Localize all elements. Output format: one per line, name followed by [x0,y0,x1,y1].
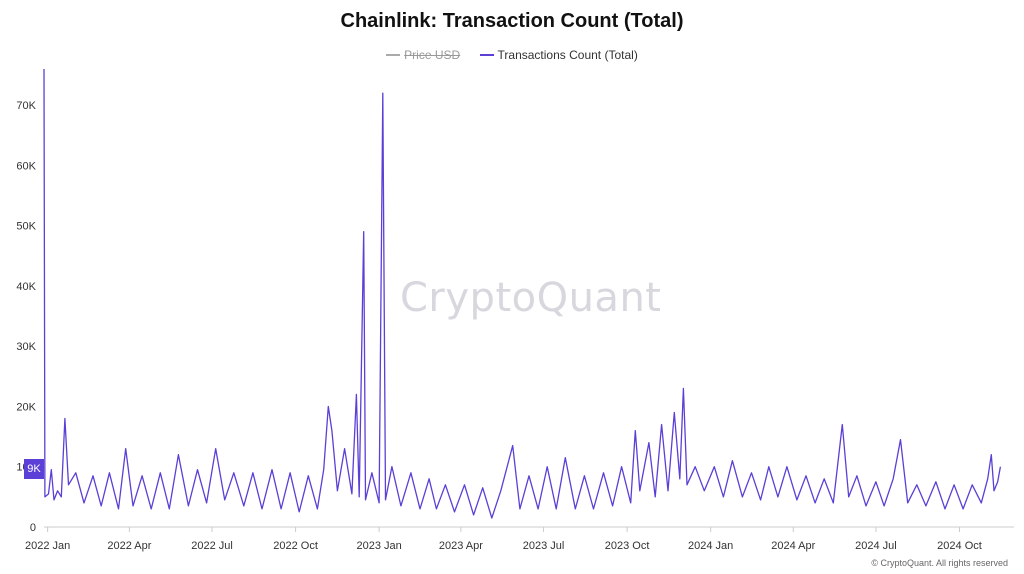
y-tick-label: 50K [16,221,36,233]
x-tick-label: 2024 Jul [855,540,897,552]
current-value-badge: 9K [24,459,44,479]
x-tick-label: 2022 Jul [191,540,233,552]
y-tick-label: 60K [16,160,36,172]
legend: Price USD Transactions Count (Total) [0,45,1024,62]
legend-label: Transactions Count (Total) [497,48,638,62]
x-tick-label: 2023 Oct [605,540,650,552]
x-tick-label: 2022 Oct [273,540,318,552]
chart-title: Chainlink: Transaction Count (Total) [340,10,684,32]
y-tick-label: 30K [16,341,36,353]
y-tick-label: 0 [30,522,36,534]
legend-item-price-usd[interactable]: Price USD [386,48,460,62]
copyright-text: © CryptoQuant. All rights reserved [871,558,1008,568]
x-tick-label: 2024 Apr [771,540,815,552]
x-tick-label: 2024 Oct [937,540,982,552]
y-tick-label: 40K [16,281,36,293]
legend-label: Price USD [404,48,461,62]
legend-swatch-icon [386,54,401,56]
y-tick-label: 70K [16,100,36,112]
x-tick-label: 2024 Jan [688,540,733,552]
x-tick-label: 2023 Jul [523,540,565,552]
watermark: CryptoQuant [400,275,662,321]
series-line-transactions-count[interactable] [43,68,1002,519]
x-tick-label: 2023 Jan [357,540,402,552]
x-axis: 2022 Jan 2022 Apr 2022 Jul 2022 Oct 2023 Jan… [25,527,982,552]
x-tick-label: 2023 Apr [439,540,483,552]
legend-swatch-icon [479,54,494,56]
legend-item-transactions-count[interactable]: Transactions Count (Total) [479,48,638,62]
x-tick-label: 2022 Apr [107,540,151,552]
x-tick-label: 2022 Jan [25,540,70,552]
y-tick-label: 20K [16,401,36,413]
series-layer [43,68,1002,519]
